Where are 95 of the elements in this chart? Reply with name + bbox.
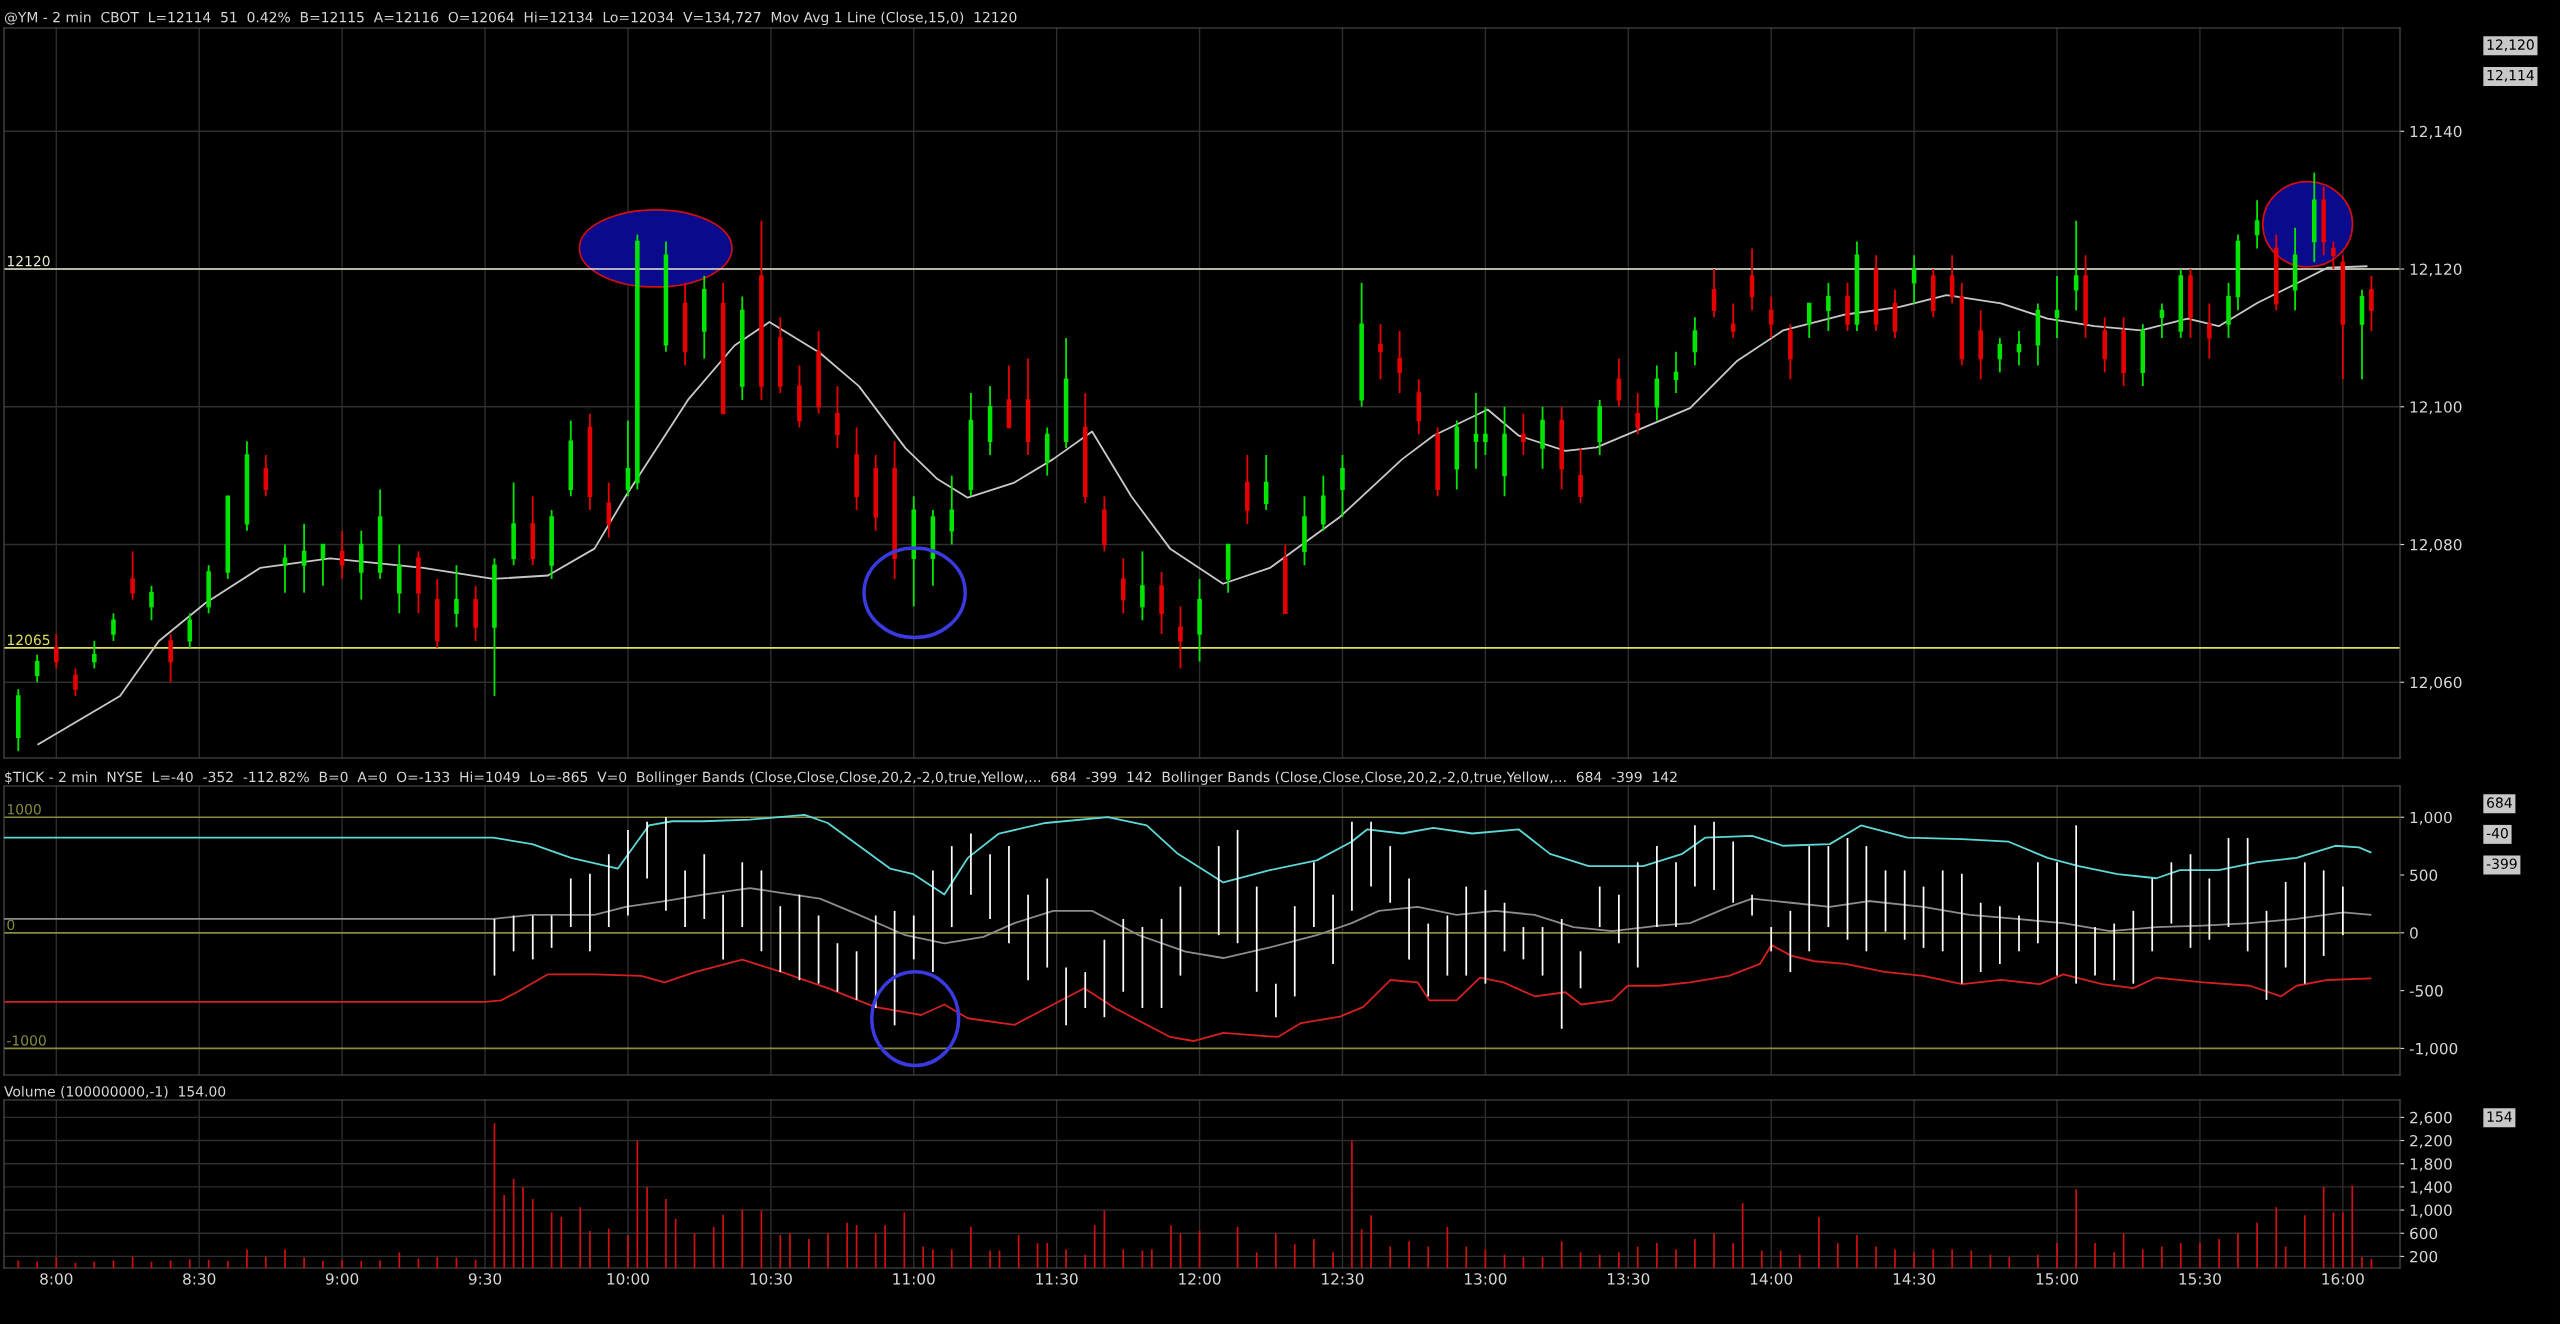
x-tick-label: 9:30	[468, 1273, 502, 1285]
candlestick	[2369, 275, 2374, 332]
candlestick	[1749, 247, 1755, 312]
text: @YM - 2 min CBOT L=12114 51 0.42% B=12115 A=12116 O=12064 Hi=12134 Lo=12034 V=134,727 Mov Avg 1 Line (Close,15,0) 12120	[4, 11, 1017, 26]
candlestick	[92, 640, 97, 670]
x-tick-label: 8:30	[183, 1273, 216, 1285]
candlestick	[54, 633, 59, 670]
x-tick-label: 13:30	[1607, 1273, 1650, 1285]
x-tick-label: 14:00	[1750, 1273, 1793, 1285]
candlestick	[1711, 268, 1717, 319]
candlestick	[34, 653, 40, 684]
line-series	[4, 887, 2372, 959]
ref-line-label: -1000	[7, 1035, 46, 1046]
y-tick-label: 12,100	[2410, 401, 2462, 415]
x-tick-label: 10:00	[607, 1273, 649, 1285]
text: 684	[2487, 797, 2512, 808]
candlestick	[606, 481, 612, 539]
candlestick	[1997, 337, 2003, 374]
candlestick	[625, 419, 631, 498]
y-tick-label: -500	[2409, 985, 2443, 997]
x-tick-label: 12:30	[1322, 1273, 1364, 1285]
x-tick-label: 9:00	[325, 1273, 359, 1285]
candlestick	[1635, 392, 1640, 436]
y-tick-label: 12,060	[2410, 676, 2462, 690]
candlestick	[1806, 302, 1812, 339]
candlestick	[835, 385, 840, 449]
x-tick-label: 11:30	[1036, 1273, 1078, 1285]
text: -399	[2486, 858, 2517, 869]
y-tick-label: 600	[2410, 1227, 2438, 1240]
candlestick	[2073, 219, 2079, 312]
candlestick	[130, 550, 135, 601]
candlestick	[1483, 405, 1488, 456]
text: 12,120	[2487, 39, 2534, 52]
y-tick-label: 1,400	[2410, 1181, 2452, 1195]
candlestick	[1730, 302, 1736, 339]
y-tick-label: -1,000	[2409, 1042, 2458, 1056]
candlestick	[454, 564, 459, 629]
x-tick-label: 15:30	[2179, 1273, 2221, 1285]
candlestick	[2331, 240, 2336, 270]
y-tick-label: 2,600	[2410, 1111, 2452, 1125]
x-tick-label: 12:00	[1179, 1273, 1221, 1285]
text: 154	[2487, 1111, 2512, 1122]
candlestick	[1911, 254, 1917, 305]
y-tick-label: 1,000	[2410, 1204, 2452, 1218]
candlestick	[2254, 199, 2260, 250]
ref-line-label: 1000	[7, 804, 41, 815]
candlestick	[1120, 557, 1126, 615]
candlestick	[949, 474, 955, 546]
y-tick-label: 0	[2410, 927, 2418, 939]
candlestick	[1578, 447, 1583, 505]
line-series	[4, 813, 2372, 896]
text: $TICK - 2 min NYSE L=-40 -352 -112.82% B=0 A=0 O=-133 Hi=1049 Lo=-865 V=0 Bollinger Bands (Close,Close,Close,20,2,-2,0,true,Yellow,... 684 -399 142 Bollinger Bands (Close,Close,Close,20,2,-2,0,true,Yellow,... 684 -399 142	[5, 771, 1677, 785]
x-tick-label: 16:00	[2322, 1273, 2364, 1285]
candlestick	[149, 584, 154, 622]
ref-line-label: 12065	[7, 634, 50, 646]
candlestick	[320, 543, 326, 587]
x-tick-label: 8:00	[40, 1273, 73, 1285]
candlestick	[1378, 323, 1383, 381]
x-tick-label: 10:30	[750, 1273, 792, 1285]
candlestick	[339, 529, 345, 580]
candlestick	[1178, 605, 1183, 670]
x-tick-label: 14:30	[1893, 1273, 1936, 1285]
candlestick	[1616, 357, 1622, 408]
y-tick-label: 500	[2410, 869, 2438, 882]
text: Volume (100000000,-1) 154.00	[4, 1085, 226, 1099]
x-tick-label: 15:00	[2036, 1273, 2079, 1285]
ref-line-label: 12120	[7, 255, 50, 267]
candlestick	[1140, 550, 1145, 622]
text: -40	[2486, 827, 2508, 839]
candlestick	[1521, 412, 1526, 456]
y-tick-label: 200	[2410, 1250, 2438, 1263]
candlestick	[168, 633, 173, 684]
candlestick	[111, 612, 116, 642]
candlestick	[187, 612, 193, 649]
y-tick-label: 12,120	[2410, 263, 2462, 277]
candlestick	[1340, 454, 1345, 518]
text: 12,114	[2487, 69, 2534, 82]
y-tick-label: 1,000	[2410, 811, 2452, 825]
candlestick	[1949, 254, 1955, 305]
candlestick	[1826, 281, 1831, 332]
x-tick-label: 13:00	[1465, 1273, 1507, 1285]
candlestick	[301, 522, 307, 594]
candlestick	[1768, 295, 1774, 339]
candlestick	[2207, 302, 2212, 360]
candlestick	[73, 667, 78, 697]
candlestick	[1692, 316, 1698, 367]
y-tick-label: 12,140	[2410, 125, 2462, 139]
x-tick-label: 11:00	[893, 1273, 935, 1285]
ref-line-label: 0	[7, 919, 15, 931]
candlestick	[1397, 330, 1402, 394]
candlestick	[1263, 454, 1269, 511]
y-tick-label: 1,800	[2410, 1158, 2452, 1172]
y-tick-label: 12,080	[2410, 538, 2462, 553]
y-tick-label: 2,200	[2410, 1135, 2452, 1149]
candlestick	[263, 454, 269, 498]
